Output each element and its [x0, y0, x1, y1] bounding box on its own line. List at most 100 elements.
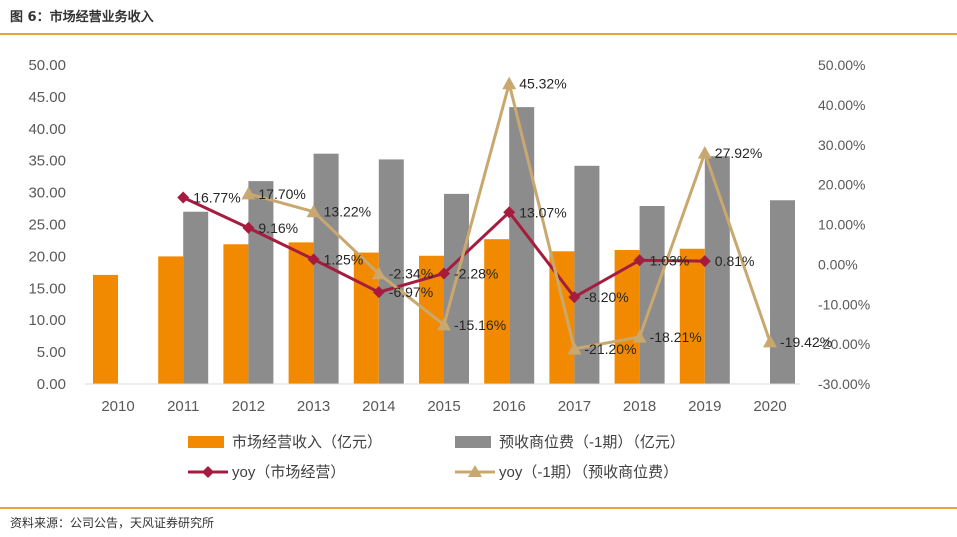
marker-diamond [633, 254, 646, 267]
bar-prepaid-fee-2018 [639, 205, 665, 384]
marker-triangle [306, 204, 321, 218]
x-tick-label-2018: 2018 [623, 398, 656, 415]
y-right-tick-label: -30.00% [818, 376, 870, 392]
marker-triangle [697, 146, 712, 159]
data-label: -15.16% [454, 317, 506, 333]
marker-triangle [241, 186, 256, 200]
y-left-tick-label: 25.00 [28, 217, 66, 234]
data-label: 1.03% [650, 252, 690, 268]
data-label: 9.16% [258, 220, 298, 236]
x-tick-label-2020: 2020 [753, 398, 786, 415]
bar-layer [93, 107, 795, 384]
data-label: 13.22% [324, 204, 371, 220]
x-tick-label-2016: 2016 [493, 398, 526, 415]
bar-revenue-2016 [484, 239, 510, 384]
y-left-tick-label: 35.00 [28, 153, 66, 170]
x-tick-label-2015: 2015 [427, 398, 460, 415]
y-left-tick-label: 30.00 [28, 185, 66, 202]
legend-prepaid-fee-swatch [455, 436, 491, 448]
marker-triangle [567, 341, 582, 355]
bar-prepaid-fee-2012 [248, 181, 274, 384]
marker-diamond [438, 267, 450, 280]
data-label: -21.20% [584, 341, 636, 357]
marker-triangle [371, 266, 386, 280]
legend: 市场经营收入（亿元） 预收商位费（-1期）（亿元） yoy（市场经营） yoy（-1期… [188, 434, 685, 481]
data-label: -6.97% [389, 284, 433, 300]
data-label: -19.42% [780, 334, 832, 350]
x-tick-label-2013: 2013 [297, 398, 330, 415]
bar-prepaid-fee-2020 [770, 200, 795, 384]
bar-revenue-2013 [288, 242, 314, 384]
bar-revenue-2012 [223, 244, 249, 384]
bar-prepaid-fee-2019 [704, 156, 730, 384]
marker-diamond [242, 221, 255, 234]
data-label: 1.25% [324, 251, 364, 267]
y-left-tick-label: 15.00 [28, 280, 66, 297]
bar-revenue-2010 [93, 274, 118, 384]
x-tick-label-2019: 2019 [688, 398, 721, 415]
bar-revenue-2019 [679, 248, 705, 384]
legend-yoy-prepaid-label: yoy（-1期）（预收商位费） [499, 464, 678, 481]
axes-layer: 0.00 5.00 10.00 15.00 20.00 25.00 30.00 35.00 40… [28, 57, 870, 415]
y-right-tick-label: 30.00% [818, 137, 865, 153]
y-left-tick-label: 10.00 [28, 312, 66, 329]
marker-diamond [307, 253, 320, 266]
y-right-tick-label: -20.00% [818, 336, 870, 352]
x-tick-label-2010: 2010 [101, 398, 134, 415]
title-rule [0, 33, 957, 35]
data-label-layer: 16.77% 9.16% 1.25% -6.97% -2.28% 13.07% -8.20%… [193, 76, 832, 357]
y-left-tick-label: 5.00 [37, 344, 66, 361]
legend-prepaid-fee-label: 预收商位费（-1期）（亿元） [499, 434, 685, 451]
marker-diamond [503, 206, 516, 219]
bar-revenue-2014 [353, 252, 379, 384]
y-right-tick-label: 20.00% [818, 177, 865, 193]
y-left-tick-label: 20.00 [28, 248, 66, 265]
y-right-tick-label: 10.00% [818, 217, 865, 233]
data-label: 17.70% [258, 186, 305, 202]
bar-prepaid-fee-2014 [378, 159, 404, 384]
legend-revenue-label: 市场经营收入（亿元） [232, 434, 382, 451]
marker-diamond [568, 291, 581, 304]
legend-yoy-market-marker [202, 466, 214, 478]
data-label: -18.21% [650, 329, 702, 345]
bar-prepaid-fee-2016 [509, 107, 535, 384]
data-label: 27.92% [715, 145, 762, 161]
marker-diamond [177, 191, 190, 204]
y-left-tick-label: 50.00 [28, 57, 66, 74]
x-tick-label-2012: 2012 [232, 398, 265, 415]
marker-diamond [372, 286, 385, 299]
y-right-tick-label: 40.00% [818, 97, 865, 113]
y-left-tick-label: 40.00 [28, 121, 66, 138]
data-label: 0.81% [715, 253, 755, 269]
combo-chart: 0.00 5.00 10.00 15.00 20.00 25.00 30.00 35.00 40… [28, 57, 870, 481]
data-label: -8.20% [584, 289, 628, 305]
y-right-tick-label: -10.00% [818, 296, 870, 312]
legend-revenue-swatch [188, 436, 224, 448]
source-rule [0, 507, 957, 509]
data-label: 16.77% [193, 190, 240, 206]
bar-revenue-2018 [614, 250, 640, 384]
x-tick-label-2017: 2017 [558, 398, 591, 415]
marker-triangle [632, 329, 647, 343]
y-right-tick-label: 0.00% [818, 256, 858, 272]
data-label: -2.34% [389, 266, 433, 282]
x-tick-label-2014: 2014 [362, 398, 395, 415]
bar-revenue-2017 [549, 251, 575, 384]
figure-title: 图 6：市场经营业务收入 [10, 10, 154, 25]
line-layer [177, 76, 777, 355]
bar-prepaid-fee-2011 [183, 211, 209, 384]
marker-diamond [698, 255, 711, 268]
data-label: -2.28% [454, 265, 498, 281]
legend-yoy-prepaid-marker [468, 465, 482, 477]
data-label: 45.32% [519, 76, 566, 92]
y-right-tick-label: 50.00% [818, 57, 865, 73]
y-left-tick-label: 0.00 [37, 376, 66, 393]
bar-revenue-2011 [158, 256, 184, 384]
y-left-tick-label: 45.00 [28, 89, 66, 106]
source-note: 资料来源：公司公告，天风证券研究所 [10, 516, 215, 530]
marker-triangle [502, 76, 517, 90]
x-tick-label-2011: 2011 [167, 398, 199, 415]
marker-triangle [763, 334, 777, 348]
legend-yoy-market-label: yoy（市场经营） [232, 464, 345, 481]
marker-triangle [437, 317, 451, 331]
